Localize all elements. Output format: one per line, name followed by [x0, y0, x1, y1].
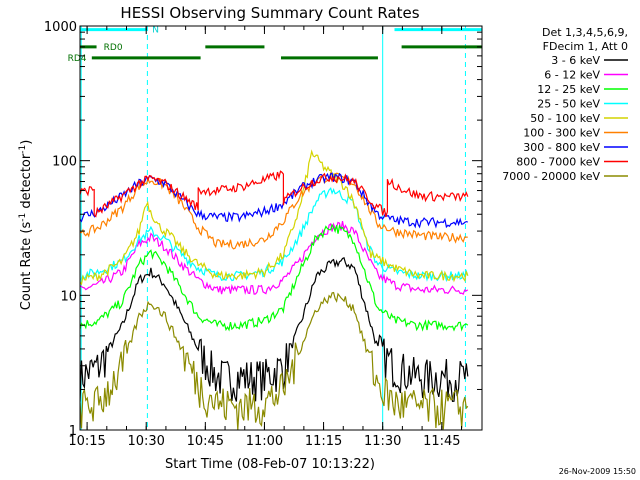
state-label-rd0: RD0	[104, 43, 123, 53]
state-label-rd4: RD4	[68, 54, 87, 64]
legend: Det 1,3,4,5,6,9, FDecim 1, Att 0 3 - 6 k…	[502, 26, 628, 183]
timestamp: 26-Nov-2009 15:50	[559, 467, 636, 476]
y-tick-label-3: 1000	[44, 20, 77, 35]
legend-header-line-2: FDecim 1, Att 0	[543, 40, 628, 53]
legend-row-3: 25 - 50 keV	[537, 98, 628, 111]
y-tick-label-2: 100	[52, 155, 77, 170]
legend-label-0: 3 - 6 keV	[551, 54, 600, 67]
x-tick-label-3: 11:00	[246, 434, 283, 449]
plot-area: N RD0 RD4 10:15 10:30 10:45 11:00 11:15 11:30 11:…	[44, 20, 483, 449]
legend-label-1: 6 - 12 keV	[544, 69, 600, 82]
legend-row-1: 6 - 12 keV	[544, 69, 628, 82]
legend-row-6: 300 - 800 keV	[523, 141, 628, 154]
series-group	[80, 149, 469, 430]
legend-row-8: 7000 - 20000 keV	[502, 170, 628, 183]
series-line-5	[80, 171, 468, 250]
legend-row-4: 50 - 100 keV	[530, 112, 628, 125]
legend-row-2: 12 - 25 keV	[537, 83, 628, 96]
plot-frame	[79, 25, 483, 431]
x-tick-label-4: 11:15	[305, 434, 342, 449]
x-tick-label-2: 10:45	[187, 434, 224, 449]
x-tick-label-1: 10:30	[127, 434, 164, 449]
y-tick-label-0: 1	[69, 424, 77, 439]
x-axis-label: Start Time (08-Feb-07 10:13:22)	[165, 457, 375, 472]
legend-label-3: 25 - 50 keV	[537, 98, 600, 111]
x-tick-label-6: 11:45	[423, 434, 460, 449]
x-tick-label-0: 10:15	[68, 434, 105, 449]
series-line-8	[80, 291, 469, 430]
series-line-7	[80, 170, 469, 218]
legend-label-5: 100 - 300 keV	[523, 127, 600, 140]
legend-label-8: 7000 - 20000 keV	[502, 170, 600, 183]
series-line-1	[80, 220, 469, 296]
chart-title: HESSI Observing Summary Count Rates	[120, 4, 419, 22]
series-line-0	[80, 256, 469, 402]
legend-label-4: 50 - 100 keV	[530, 112, 600, 125]
series-line-3	[80, 187, 469, 283]
x-tick-label-5: 11:30	[364, 434, 401, 449]
legend-header-line-1: Det 1,3,4,5,6,9,	[542, 26, 628, 39]
y-tick-label-1: 10	[60, 289, 77, 304]
series-line-2	[80, 223, 469, 332]
legend-label-6: 300 - 800 keV	[523, 141, 600, 154]
legend-row-5: 100 - 300 keV	[523, 127, 628, 140]
y-axis-label: Count Rate (s-1 detector-1)	[18, 140, 34, 311]
state-label-n: N	[152, 26, 159, 36]
legend-label-7: 800 - 7000 keV	[516, 156, 600, 169]
legend-row-0: 3 - 6 keV	[551, 54, 628, 67]
legend-label-2: 12 - 25 keV	[537, 83, 600, 96]
series-line-4	[80, 149, 469, 286]
legend-row-7: 800 - 7000 keV	[516, 156, 628, 169]
